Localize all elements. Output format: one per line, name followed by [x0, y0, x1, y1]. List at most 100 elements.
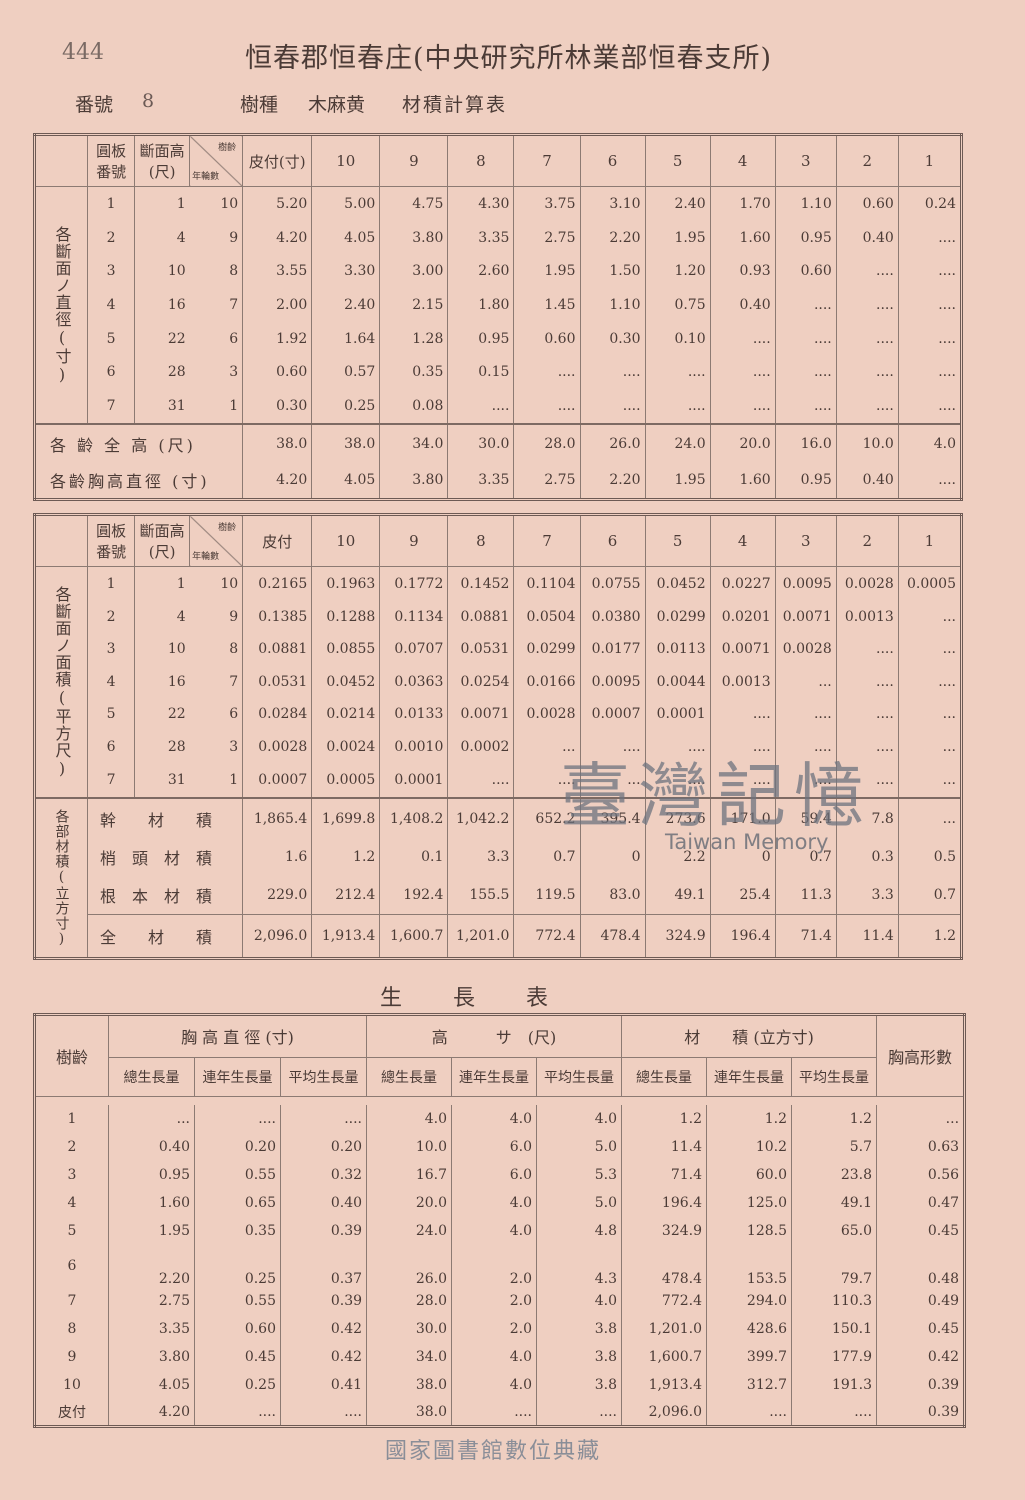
tree-age: 1 — [67, 1111, 77, 1128]
value-cell: 5.3 — [536, 1161, 622, 1189]
value-cell: 294.0 — [706, 1287, 792, 1316]
value-cell: 0.60 — [242, 355, 312, 389]
value-cell: .... — [644, 355, 711, 389]
value-cell: 0.0177 — [579, 632, 646, 666]
summary-row: 各齡胸高直徑 (寸) 4.20 4.05 3.80 3.35 2.75 2.20 1.95 1.… — [35, 461, 962, 500]
value-cell: 0.0452 — [644, 566, 711, 601]
section-height: 22 — [134, 321, 190, 356]
value-cell: 0.60 — [835, 186, 899, 222]
value-cell: 3.55 — [242, 254, 312, 289]
value-cell: 0.0133 — [379, 698, 448, 731]
value-cell: 0.56 — [876, 1161, 965, 1189]
value-cell: 0.0531 — [447, 632, 514, 666]
value-cell: .... — [644, 388, 711, 425]
value-cell: 0.0504 — [513, 600, 580, 633]
section-height: 10 — [134, 632, 190, 666]
header-tree-age: 樹齡 — [34, 1014, 109, 1098]
value-cell: 4.0 — [451, 1342, 537, 1371]
value-cell: 0.95 — [447, 321, 514, 356]
value-cell: 11.4 — [835, 914, 899, 959]
value-cell: .... — [835, 321, 899, 356]
value-cell: .... — [835, 254, 899, 289]
value-cell: .... — [709, 698, 776, 731]
table-row: 6 28 3 0.0028 0.0024 0.0010 0.0002............… — [35, 730, 962, 764]
value-cell: 1.95 — [644, 461, 711, 500]
value-cell: .... — [774, 763, 837, 799]
section-height: 4 — [134, 600, 190, 633]
table-row: 各斷面ノ直徑(寸) 1 1 10 5.20 5.00 4.75 4.30 3.75 3.10 2.4… — [35, 186, 962, 385]
value-cell: .... — [579, 388, 646, 425]
value-cell: 3.8 — [536, 1315, 622, 1343]
value-cell: 25.4 — [709, 875, 776, 915]
ring-count: 9 — [229, 608, 239, 625]
value-cell: 0.1 — [379, 837, 448, 876]
value-cell: .... — [897, 461, 962, 500]
value-cell: 5.20 — [242, 186, 312, 222]
value-cell: 324.9 — [644, 914, 711, 959]
value-cell: 1.50 — [579, 254, 646, 289]
value-cell: 0.5 — [897, 837, 962, 876]
value-cell: 26.0 — [366, 1244, 452, 1288]
tree-age: 皮付 — [58, 1404, 86, 1421]
value-cell: .... — [897, 321, 962, 356]
value-cell: 2.40 — [311, 288, 380, 322]
value-cell: 4.0 — [536, 1287, 622, 1316]
section-height: 1 — [134, 566, 190, 601]
header-age: 4 — [709, 514, 776, 567]
value-cell: 478.4 — [621, 1244, 707, 1288]
value-cell: 0.45 — [194, 1342, 281, 1371]
header-age: 1 — [897, 514, 962, 567]
value-cell: 0.0001 — [379, 763, 448, 799]
disk-no: 2 — [87, 221, 135, 255]
value-cell: .... — [774, 698, 837, 731]
value-cell: 5.7 — [791, 1133, 877, 1162]
value-cell: 79.7 — [791, 1244, 877, 1288]
header-ring-count: 年輪數 — [192, 172, 220, 182]
disk-no: 6 — [87, 730, 135, 764]
watermark-logo: 臺灣記憶 — [560, 755, 872, 837]
species-value: 木麻黄 — [308, 94, 366, 116]
value-cell: 4.75 — [379, 186, 448, 222]
value-cell: 1.70 — [709, 186, 776, 222]
value-cell: 3.35 — [108, 1315, 195, 1343]
page-number: 444 — [62, 40, 104, 65]
value-cell: .... — [513, 355, 580, 389]
value-cell: 3.35 — [447, 461, 514, 500]
table-row: 5 22 6 0.0284 0.0214 0.0133 0.0071 0.0028 0.0007… — [35, 698, 962, 731]
growth-table: 樹齡胸 高 直 徑 (寸) 高 サ (尺) 材 積 (立方寸) 胸高形數 總生長量 連年生… — [33, 1013, 967, 1428]
header-age: 7 — [513, 514, 580, 567]
header-ring-count: 年輪數 — [192, 552, 220, 562]
value-cell: 60.0 — [706, 1161, 792, 1189]
value-cell: 1,913.4 — [621, 1370, 707, 1399]
value-cell: 478.4 — [579, 914, 646, 959]
growth-row: 9 3.80 0.45 0.42 34.0 4.0 3.8 1,600.7 399.7 177.9… — [35, 1342, 965, 1371]
species-label: 樹種 — [240, 94, 279, 116]
value-cell: .... — [897, 388, 962, 425]
value-cell: 38.0 — [242, 423, 312, 462]
disk-no: 1 — [87, 566, 135, 601]
value-cell: .... — [897, 221, 962, 255]
value-cell: 1.95 — [644, 221, 711, 255]
value-cell: 24.0 — [644, 423, 711, 462]
value-cell: 2.0 — [451, 1287, 537, 1316]
value-cell: 0.40 — [709, 288, 776, 322]
header-bark: 皮付(寸) — [242, 134, 312, 187]
value-cell: 4.0 — [451, 1188, 537, 1217]
volume-label: 全 材 積 — [87, 914, 243, 959]
growth-row: 3 0.95 0.55 0.32 16.7 6.0 5.3 71.4 60.0 23.8 0.56 — [35, 1161, 965, 1189]
disk-no: 3 — [87, 632, 135, 666]
value-cell: 6.0 — [451, 1133, 537, 1162]
ring-count: 8 — [229, 641, 239, 658]
value-cell: 2.00 — [242, 288, 312, 322]
value-cell: .... — [536, 1398, 622, 1427]
disk-no: 1 — [87, 186, 135, 222]
value-cell: 0.24 — [897, 186, 962, 222]
number-label: 番號 — [75, 94, 114, 116]
value-cell: .... — [835, 698, 899, 731]
growth-row: 6 2.20 0.25 0.37 26.0 2.0 4.3 478.4 153.5 79.7 0.4… — [35, 1244, 965, 1288]
value-cell: .... — [774, 355, 837, 389]
value-cell: 0.0095 — [579, 665, 646, 699]
value-cell: 2.20 — [579, 461, 646, 500]
value-cell: 0.41 — [279, 1370, 367, 1399]
section-height: 28 — [134, 355, 190, 389]
